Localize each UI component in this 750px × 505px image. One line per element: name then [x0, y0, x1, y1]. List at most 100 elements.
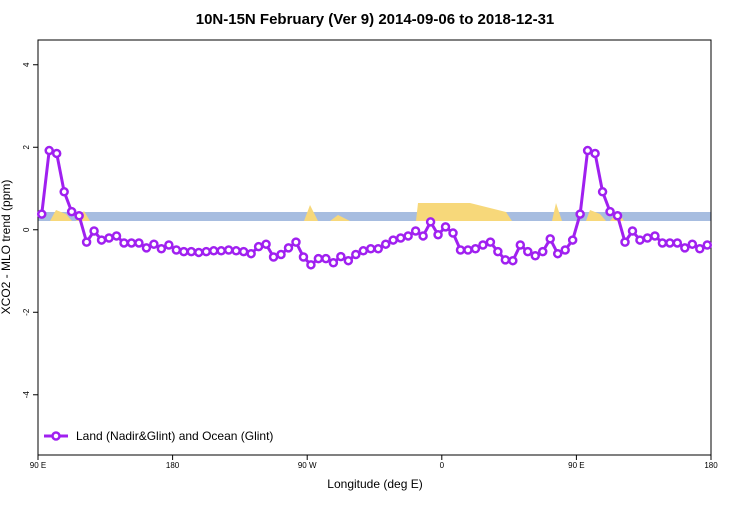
point — [380, 239, 391, 249]
x-tick-label: 90 E — [568, 461, 584, 470]
point — [194, 247, 204, 258]
point — [81, 237, 92, 247]
point — [276, 249, 286, 260]
point — [687, 239, 698, 249]
point — [343, 255, 354, 266]
point — [164, 240, 174, 250]
point — [111, 231, 122, 241]
y-tick-label: 2 — [22, 144, 31, 149]
point — [463, 245, 473, 255]
point — [605, 206, 615, 217]
point — [179, 246, 189, 257]
point — [410, 226, 421, 236]
x-tick-label: 180 — [704, 461, 718, 470]
point — [650, 231, 660, 241]
point — [657, 238, 668, 248]
point — [358, 246, 369, 256]
y-tick-label: 0 — [22, 227, 31, 232]
point — [283, 243, 294, 253]
point — [403, 231, 413, 241]
point — [96, 235, 107, 245]
point — [306, 260, 316, 270]
point — [440, 222, 451, 232]
point — [336, 251, 346, 262]
point — [321, 253, 331, 264]
point — [695, 243, 705, 254]
point — [470, 243, 481, 254]
point — [642, 233, 653, 243]
point — [373, 243, 383, 254]
x-tick-label: 90 E — [30, 461, 46, 470]
point — [74, 210, 84, 221]
point — [388, 235, 398, 245]
x-tick-label: 0 — [440, 461, 445, 470]
point — [582, 145, 593, 156]
point — [201, 246, 211, 257]
point — [508, 255, 518, 266]
point — [59, 187, 69, 197]
point — [44, 145, 54, 156]
point — [567, 235, 578, 245]
x-tick-label: 180 — [166, 461, 180, 470]
point — [291, 237, 301, 247]
point — [433, 229, 443, 240]
legend-marker — [51, 431, 61, 441]
point — [560, 245, 570, 255]
point — [538, 246, 548, 257]
point — [635, 235, 645, 245]
point — [231, 246, 241, 256]
point — [134, 238, 144, 248]
point — [523, 246, 533, 257]
point — [597, 187, 608, 197]
point — [119, 238, 129, 248]
x-axis-label: Longitude (deg E) — [327, 477, 422, 491]
point — [351, 249, 361, 260]
point — [665, 238, 675, 248]
point — [672, 238, 683, 248]
point — [612, 210, 623, 221]
point — [223, 245, 234, 255]
point — [680, 243, 690, 253]
point — [493, 246, 503, 257]
y-tick-label: 4 — [22, 62, 31, 67]
y-axis-label: XCO2 - MLO trend (ppm) — [0, 180, 13, 315]
point — [485, 237, 496, 247]
point — [186, 246, 197, 257]
point — [366, 243, 376, 254]
point — [171, 245, 182, 255]
legend-label: Land (Nadir&Glint) and Ocean (Glint) — [76, 429, 273, 443]
point — [455, 245, 466, 255]
point — [478, 240, 488, 250]
chart-title: 10N-15N February (Ver 9) 2014-09-06 to 2… — [196, 11, 555, 28]
point — [66, 206, 77, 217]
point — [156, 243, 167, 254]
point — [590, 148, 600, 159]
point — [51, 148, 62, 159]
point — [627, 226, 638, 236]
point — [702, 240, 713, 250]
point — [36, 209, 47, 219]
point — [261, 239, 271, 249]
point — [395, 233, 406, 243]
point — [418, 231, 428, 241]
point — [126, 238, 137, 248]
point — [104, 233, 114, 243]
point — [313, 253, 324, 264]
point — [238, 246, 249, 257]
point — [89, 226, 99, 236]
point — [328, 258, 339, 268]
point — [425, 217, 436, 227]
point — [246, 248, 256, 259]
point — [141, 243, 152, 253]
point — [500, 255, 511, 265]
point — [552, 248, 563, 259]
point — [268, 252, 279, 262]
point — [530, 251, 541, 261]
point — [216, 246, 226, 256]
point — [208, 246, 219, 256]
land-mask — [38, 203, 711, 221]
x-tick-label: 90 W — [298, 461, 317, 470]
point — [575, 209, 585, 219]
point — [620, 237, 630, 247]
